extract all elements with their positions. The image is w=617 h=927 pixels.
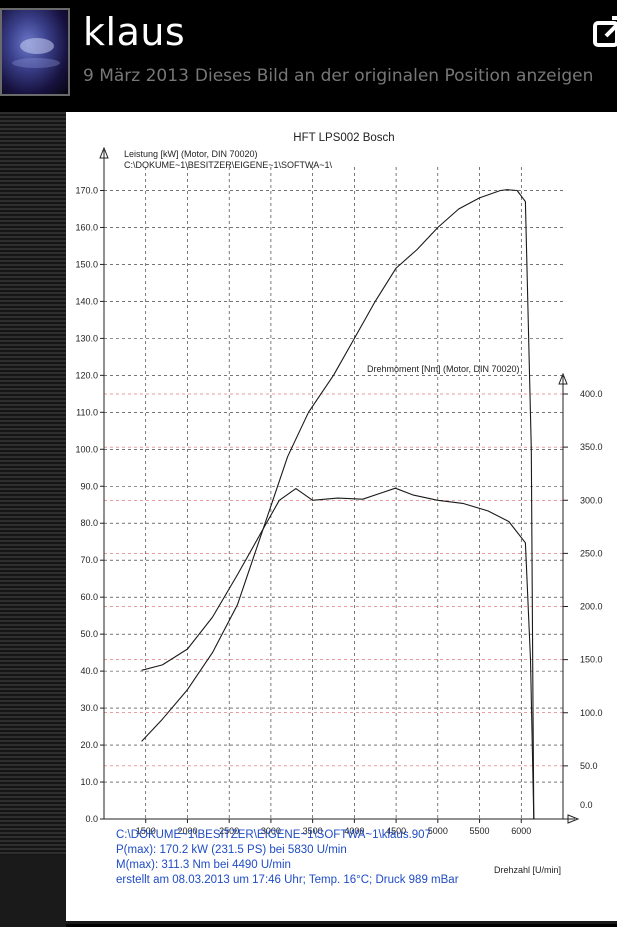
right-grid — [104, 393, 563, 767]
left-tick-labels: 0.0 10.0 20.0 30.0 40.0 50.0 60.0 70.0 80.0 90.0 1… — [75, 185, 104, 824]
left-tick-label: 60.0 — [80, 592, 98, 602]
x-tick-labels: 1500 2000 2500 3000 3500 4000 4500 5000 5500 6000 — [136, 819, 531, 836]
left-axis-arrow — [99, 146, 109, 159]
dyno-chart: HFT LPS002 Bosch Leistung [kW] (Motor, D… — [75, 132, 603, 875]
axes — [99, 146, 580, 824]
left-tick-label: 90.0 — [80, 481, 98, 491]
x-axis-label: Drehzahl [U/min] — [494, 865, 561, 875]
x-tick-label: 3500 — [303, 826, 323, 836]
x-tick-label: 3000 — [261, 826, 281, 836]
info-line-file: C:\DOKUME~1\BESITZER\EIGENE~1\SOFTWA~1\k… — [116, 829, 431, 841]
left-tick-label: 10.0 — [80, 777, 98, 787]
power-curve — [141, 189, 535, 820]
chart-title: HFT LPS002 Bosch — [293, 132, 394, 144]
x-tick-label: 4000 — [344, 826, 364, 836]
torque-curve — [141, 487, 535, 820]
left-tick-label: 50.0 — [80, 629, 98, 639]
left-tick-label: 0.0 — [85, 814, 98, 824]
photo-header: klaus 9 März 2013 Dieses Bild an der orig… — [0, 0, 617, 100]
left-tick-label: 170.0 — [75, 185, 98, 195]
film-strip-decoration — [0, 112, 66, 927]
right-tick-label: 400.0 — [580, 389, 603, 399]
footer-bar — [66, 921, 617, 924]
right-tick-label: 250.0 — [580, 548, 603, 558]
left-tick-label: 100.0 — [75, 444, 98, 454]
dyno-chart-image: HFT LPS002 Bosch Leistung [kW] (Motor, D… — [66, 112, 617, 923]
left-grid — [104, 190, 563, 783]
x-tick-label: 4500 — [386, 826, 406, 836]
left-tick-label: 30.0 — [80, 703, 98, 713]
right-tick-label: 0.0 — [580, 800, 593, 810]
upload-date: 9 März 2013 — [83, 66, 189, 86]
left-tick-label: 130.0 — [75, 333, 98, 343]
left-tick-label: 120.0 — [75, 370, 98, 380]
vertical-grid — [145, 167, 522, 819]
left-tick-label: 40.0 — [80, 666, 98, 676]
right-tick-label: 200.0 — [580, 602, 603, 612]
left-tick-label: 140.0 — [75, 296, 98, 306]
x-tick-label: 5500 — [470, 826, 490, 836]
username[interactable]: klaus — [83, 10, 186, 54]
left-tick-label: 160.0 — [75, 222, 98, 232]
curves — [141, 189, 535, 820]
left-tick-label: 70.0 — [80, 555, 98, 565]
x-tick-label: 2500 — [219, 826, 239, 836]
x-tick-label: 6000 — [511, 826, 531, 836]
right-tick-label: 50.0 — [580, 761, 598, 771]
left-axis-label-group: Leistung [kW] (Motor, DIN 70020) C:\DOKU… — [124, 149, 332, 170]
x-tick-label: 1500 — [136, 826, 156, 836]
left-tick-label: 110.0 — [76, 407, 98, 417]
film-strip-footer — [0, 855, 66, 927]
x-tick-label: 2000 — [177, 826, 197, 836]
right-tick-label: 350.0 — [580, 442, 603, 452]
info-line-created: erstellt am 08.03.2013 um 17:46 Uhr; Tem… — [116, 874, 459, 886]
view-original-link[interactable]: Dieses Bild an der originalen Position a… — [194, 66, 594, 86]
right-tick-label: 100.0 — [580, 708, 603, 718]
right-tick-label: 300.0 — [580, 495, 603, 505]
right-axis-arrow — [558, 372, 568, 385]
avatar[interactable] — [0, 8, 70, 96]
right-tick-labels: 0.0 50.0 100.0 150.0 200.0 250.0 300.0 350.0 400… — [563, 389, 603, 820]
left-tick-label: 80.0 — [80, 518, 98, 528]
left-axis-label: Leistung [kW] (Motor, DIN 70020) — [124, 149, 258, 159]
info-line-pmax: P(max): 170.2 kW (231.5 PS) bei 5830 U/m… — [116, 844, 347, 856]
x-tick-label: 5000 — [428, 826, 448, 836]
share-external-icon[interactable] — [590, 14, 617, 54]
left-tick-label: 150.0 — [75, 259, 98, 269]
avatar-highlight — [20, 38, 54, 54]
info-line-mmax: M(max): 311.3 Nm bei 4490 U/min — [116, 859, 291, 871]
right-tick-label: 150.0 — [580, 655, 603, 665]
left-axis-path: C:\DOKUME~1\BESITZER\EIGENE~1\SOFTWA~1\ — [124, 160, 332, 170]
chart-info: C:\DOKUME~1\BESITZER\EIGENE~1\SOFTWA~1\k… — [116, 828, 459, 888]
meta-line: 9 März 2013 Dieses Bild an der originalen… — [83, 66, 599, 86]
right-axis-label: Drehmoment [Nm] (Motor, DIN 70020) — [367, 364, 520, 374]
left-tick-label: 20.0 — [80, 740, 98, 750]
avatar-shadow — [12, 58, 60, 68]
